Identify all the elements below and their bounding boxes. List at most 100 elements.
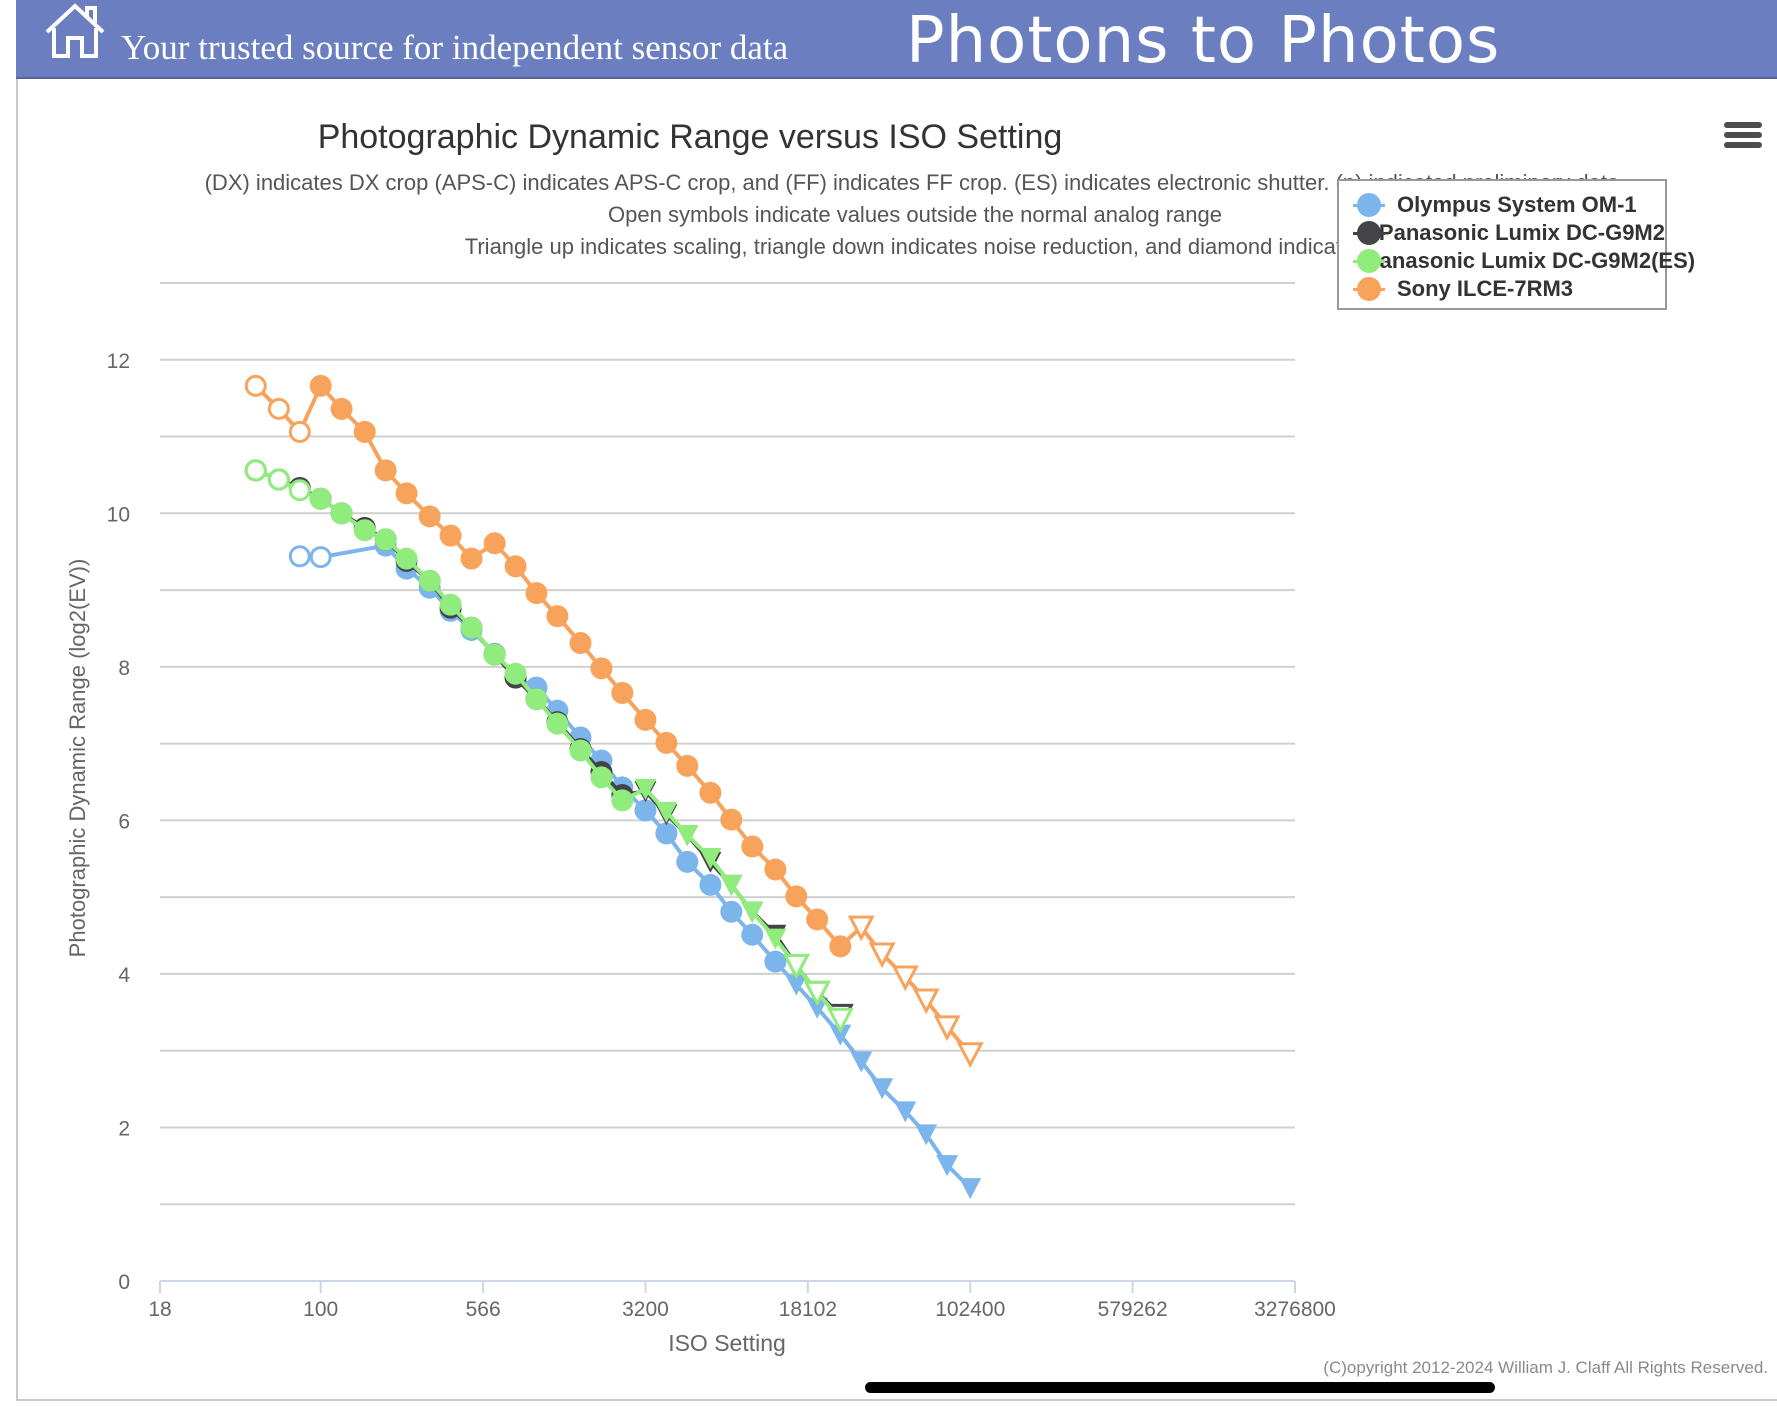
data-point <box>504 662 527 685</box>
chart-frame <box>16 79 1777 1401</box>
data-point <box>956 1042 984 1068</box>
data-point <box>847 915 875 942</box>
data-point <box>699 848 722 870</box>
data-point <box>374 459 397 482</box>
data-point <box>418 505 441 528</box>
legend-swatch <box>1353 277 1385 301</box>
data-point <box>569 739 592 762</box>
data-point <box>267 468 290 491</box>
data-point <box>460 616 483 639</box>
data-point <box>634 708 657 731</box>
chart-legend: Olympus System OM-1 Panasonic Lumix DC-G9… <box>1337 179 1695 310</box>
series-1 <box>288 534 982 1200</box>
data-point <box>720 808 743 831</box>
data-point <box>267 397 290 420</box>
site-tagline: Your trusted source for independent sens… <box>121 28 789 67</box>
y-tick-label: 0 <box>118 1271 130 1294</box>
y-tick-label: 8 <box>118 657 130 680</box>
data-point <box>330 397 353 420</box>
data-point <box>959 1178 982 1200</box>
data-point <box>655 801 678 823</box>
home-icon[interactable] <box>43 2 107 60</box>
data-point <box>741 901 764 923</box>
data-point <box>634 799 657 822</box>
data-point <box>806 908 829 931</box>
y-axis-label: Photographic Dynamic Range (log2(EV)) <box>65 559 90 958</box>
data-point <box>764 858 787 881</box>
x-tick-label: 3276800 <box>1254 1298 1336 1321</box>
y-tick-label: 10 <box>107 503 130 526</box>
horizontal-scrollbar[interactable] <box>865 1382 1495 1393</box>
data-point <box>288 479 311 502</box>
data-point <box>288 420 311 443</box>
data-point <box>374 528 397 551</box>
data-point <box>655 731 678 754</box>
x-tick-label: 566 <box>466 1298 501 1321</box>
data-point <box>891 965 919 992</box>
chart-subtitles: (DX) indicates DX crop (APS-C) indicates… <box>205 170 1626 259</box>
data-point <box>395 482 418 505</box>
data-point <box>868 942 896 969</box>
legend-swatch <box>1353 193 1385 217</box>
data-point <box>611 789 634 812</box>
data-point <box>439 524 462 547</box>
data-point <box>569 632 592 655</box>
x-tick-label: 579262 <box>1098 1298 1168 1321</box>
data-point <box>353 519 376 542</box>
data-point <box>894 1101 917 1123</box>
legend-item[interactable]: Panasonic Lumix DC-G9M2(ES) <box>1353 247 1695 275</box>
data-point <box>418 569 441 592</box>
data-point <box>525 582 548 605</box>
data-point <box>611 681 634 704</box>
x-tick-label: 18102 <box>779 1298 837 1321</box>
y-tick-label: 4 <box>118 964 130 987</box>
hamburger-menu-icon[interactable] <box>1724 122 1762 158</box>
data-point <box>676 754 699 777</box>
x-axis-label: ISO Setting <box>668 1330 786 1356</box>
y-axis-ticks: 0 2 4 6 8 10 12 <box>107 350 131 1294</box>
series-line <box>254 383 972 1056</box>
data-point <box>741 835 764 858</box>
legend-item[interactable]: Panasonic Lumix DC-G9M2 <box>1353 219 1665 247</box>
data-point <box>829 935 852 958</box>
data-point <box>655 822 678 845</box>
y-tick-label: 6 <box>118 810 130 833</box>
data-point <box>803 980 831 1007</box>
y-tick-label: 12 <box>107 350 130 373</box>
data-point <box>912 988 940 1015</box>
series-3 <box>244 459 854 1034</box>
data-point <box>785 885 808 908</box>
x-tick-label: 18 <box>148 1298 171 1321</box>
chart-subtitle-3: Triangle up indicates scaling, triangle … <box>465 234 1366 259</box>
data-point <box>634 778 657 800</box>
site-header: Your trusted source for independent sens… <box>16 0 1777 79</box>
data-point <box>826 1007 854 1034</box>
series-4 <box>244 374 984 1068</box>
data-point <box>504 555 527 578</box>
data-point <box>309 374 332 397</box>
copyright-notice: (C)opyright 2012-2024 William J. Claff A… <box>1323 1358 1768 1377</box>
site-brand[interactable]: Photons to Photos <box>906 4 1501 78</box>
data-point <box>525 688 548 711</box>
x-tick-label: 3200 <box>622 1298 669 1321</box>
data-point <box>244 459 267 482</box>
data-point <box>483 532 506 555</box>
data-point <box>699 873 722 896</box>
data-point <box>309 546 332 569</box>
data-point <box>288 545 311 568</box>
legend-item[interactable]: Sony ILCE-7RM3 <box>1353 275 1665 303</box>
legend-item[interactable]: Olympus System OM-1 <box>1353 191 1665 219</box>
y-tick-label: 2 <box>118 1117 130 1140</box>
data-point <box>244 374 267 397</box>
data-point <box>785 974 808 996</box>
data-point <box>546 712 569 735</box>
legend-label: Sony ILCE-7RM3 <box>1397 276 1574 301</box>
data-point <box>782 953 810 980</box>
series-line <box>299 543 972 1190</box>
data-point <box>850 1051 873 1073</box>
data-point <box>353 420 376 443</box>
data-point <box>590 766 613 789</box>
legend-label: Panasonic Lumix DC-G9M2 <box>1378 220 1665 245</box>
chart-subtitle-2: Open symbols indicate values outside the… <box>608 202 1222 227</box>
data-point <box>439 593 462 616</box>
